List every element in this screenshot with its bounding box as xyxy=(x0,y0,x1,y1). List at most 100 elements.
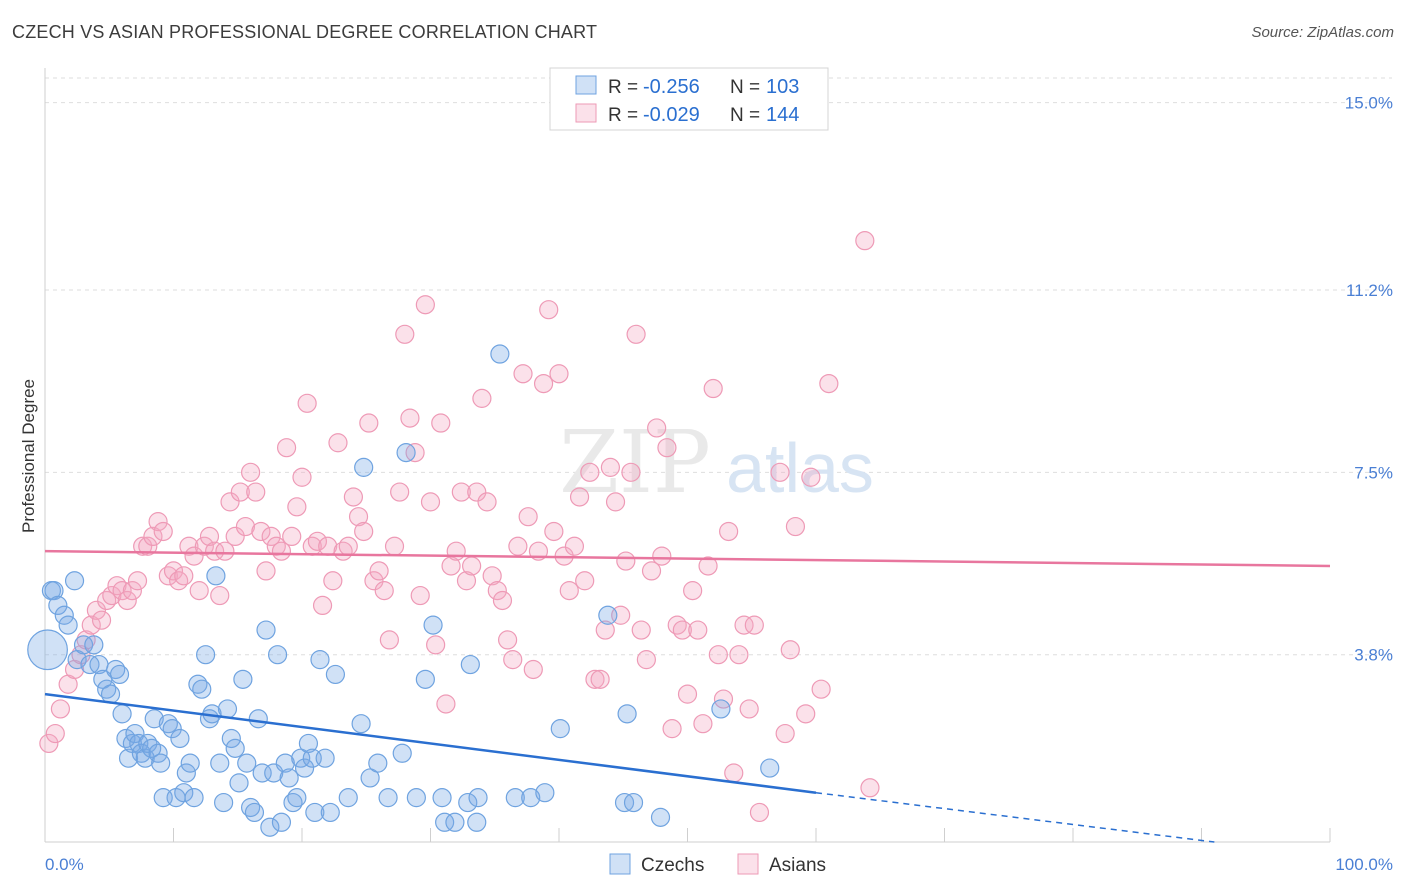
asian-point xyxy=(744,615,764,635)
czech-point xyxy=(225,738,245,758)
asian-point xyxy=(323,571,343,591)
czech-point xyxy=(320,802,340,823)
czech-point xyxy=(368,753,388,773)
czech-point xyxy=(116,728,136,749)
asian-point xyxy=(729,645,749,665)
legend-bottom-swatch-czechs xyxy=(609,853,631,875)
czech-point xyxy=(623,792,644,813)
asian-point xyxy=(462,556,482,576)
asian-point xyxy=(595,620,615,640)
czech-point xyxy=(291,748,311,768)
czech-point xyxy=(170,728,190,749)
czech-point xyxy=(151,753,171,773)
asian-point xyxy=(189,581,209,601)
chart-title: CZECH VS ASIAN PROFESSIONAL DEGREE CORRE… xyxy=(12,22,598,42)
data-points xyxy=(27,231,880,837)
asian-point xyxy=(312,595,333,616)
asian-point xyxy=(641,561,662,581)
asian-point xyxy=(400,408,420,428)
asian-point xyxy=(384,536,405,556)
czech-point xyxy=(244,802,265,823)
czech-point xyxy=(142,738,162,758)
asian-point xyxy=(307,531,328,551)
asian-point xyxy=(860,778,880,798)
legend-bottom-label-czechs: Czechs xyxy=(641,855,704,876)
asian-point xyxy=(544,521,564,542)
asian-point xyxy=(585,669,605,689)
czech-point xyxy=(196,645,216,665)
asian-point xyxy=(626,324,646,344)
asian-point xyxy=(410,585,430,606)
asian-point xyxy=(508,536,528,556)
asian-point xyxy=(241,462,261,482)
asian-point xyxy=(369,561,389,581)
asian-point xyxy=(575,571,595,591)
asian-point xyxy=(672,620,692,640)
asian-point xyxy=(770,462,790,482)
x-tick-label: 100.0% xyxy=(1335,855,1393,874)
czech-point xyxy=(392,743,412,763)
czech-point xyxy=(112,704,132,724)
asian-point xyxy=(467,482,487,502)
czech-point xyxy=(279,768,299,788)
asian-point xyxy=(194,536,214,556)
czech-point xyxy=(176,763,196,783)
czech-point xyxy=(192,679,212,699)
asian-point xyxy=(477,492,497,512)
legend-r-label: R = xyxy=(608,105,638,126)
asian-point xyxy=(616,551,636,571)
y-tick-label: 11.2% xyxy=(1346,281,1393,300)
asian-point xyxy=(251,521,271,542)
asian-point xyxy=(677,684,698,704)
asian-point xyxy=(513,364,533,384)
czech-point xyxy=(396,443,416,463)
asian-point xyxy=(708,645,728,665)
legend-bottom: Czechs Asians xyxy=(609,853,826,876)
czech-point xyxy=(48,595,68,616)
asian-point xyxy=(348,507,369,527)
asian-point xyxy=(703,378,723,399)
asian-point xyxy=(739,699,759,719)
czech-point xyxy=(221,728,241,749)
asian-point xyxy=(564,536,585,556)
asian-point xyxy=(415,295,435,315)
czech-point xyxy=(617,704,637,724)
czech-point xyxy=(44,581,64,601)
x-tick-label: 0.0% xyxy=(45,855,84,874)
asian-point xyxy=(569,487,590,507)
asian-point xyxy=(374,581,394,601)
legend-r-value: -0.256 xyxy=(643,76,700,98)
asian-point xyxy=(503,650,523,670)
asian-point xyxy=(600,457,621,477)
asian-point xyxy=(122,581,142,601)
czech-point xyxy=(598,605,618,625)
asian-point xyxy=(693,714,713,734)
czech-point xyxy=(229,773,249,793)
asian-point xyxy=(174,566,194,586)
legend-swatch-czechs xyxy=(575,75,597,95)
asian-point xyxy=(451,482,471,502)
asian-point xyxy=(117,590,137,611)
asian-point xyxy=(498,630,518,650)
asian-point xyxy=(45,723,65,744)
asian-point xyxy=(163,561,184,581)
czech-point xyxy=(406,788,426,808)
asian-point xyxy=(199,526,220,547)
czech-point xyxy=(435,812,455,832)
asian-point xyxy=(605,492,626,512)
asian-point xyxy=(775,723,795,744)
czech-point xyxy=(458,792,478,813)
czech-point xyxy=(505,788,525,808)
asian-point xyxy=(102,585,122,606)
grid xyxy=(45,77,1392,656)
asian-point xyxy=(539,300,559,320)
source-label: Source: ZipAtlas.com xyxy=(1251,24,1394,41)
czech-point xyxy=(354,457,374,477)
czech-point xyxy=(125,723,145,744)
czech-point xyxy=(378,788,398,808)
asian-point xyxy=(86,600,107,620)
czech-point xyxy=(294,758,315,778)
czech-point xyxy=(256,620,276,640)
czech-point xyxy=(325,664,346,685)
asian-point xyxy=(354,521,374,542)
